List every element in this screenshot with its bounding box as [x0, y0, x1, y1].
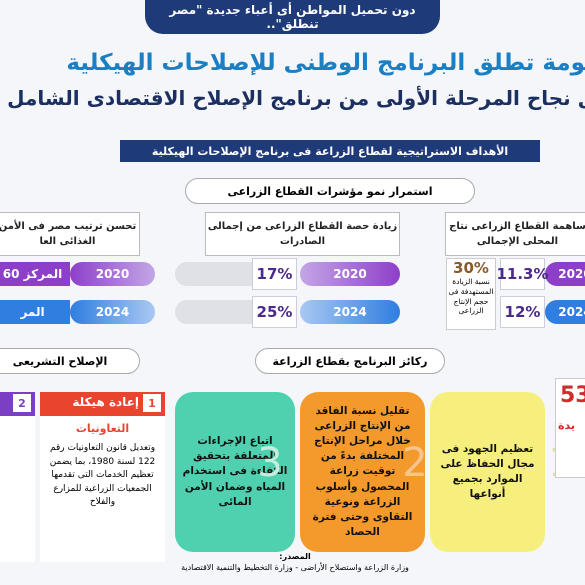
- side-label: يدة: [558, 419, 575, 432]
- year: 2020: [70, 262, 155, 286]
- card-text: وتعديل قانون التعاونيات رقم 122 لسنة 198…: [49, 443, 156, 507]
- year: 2020: [545, 262, 585, 286]
- pillar-number: 2: [402, 440, 428, 486]
- target-box: 30% نسبة الزيادة المستهدفة فى حجم الإنتا…: [446, 258, 496, 330]
- card: 2: [0, 392, 35, 562]
- column-heading: ساهمة القطاع الزراعى نتاج المحلى الإجمال…: [445, 212, 585, 256]
- source-text: وزارة الزراعة واستصلاح الأراضى - وزارة ا…: [181, 562, 409, 572]
- target-label: نسبة الزيادة المستهدفة فى حجم الإنتاج ال…: [448, 277, 494, 316]
- year: 2024: [545, 300, 585, 324]
- banner: دون تحميل المواطن أى أعباء جديدة "مصر تن…: [145, 0, 440, 34]
- column-heading: زيادة حصة القطاع الزراعى من إجمالى الصاد…: [205, 212, 400, 256]
- goals-title: الأهداف الاستراتيجية لقطاع الزراعة فى بر…: [120, 140, 540, 162]
- pillar: تقليل نسبة الفاقد من الإنتاج الزراعى خلا…: [300, 392, 425, 552]
- card: 1 إعادة هيكلة التعاونيات وتعديل قانون ال…: [40, 392, 165, 562]
- pillar: اتباع الإجراءات المتعلقة بتحقيق الكفاءة …: [175, 392, 295, 552]
- value: المر: [0, 300, 70, 324]
- pillar-text: تعظيم الجهود فى مجال الحفاظ على الموارد …: [440, 442, 535, 501]
- title: حكومة تطلق البرنامج الوطنى للإصلاحات اله…: [66, 50, 585, 76]
- value: 17%: [252, 258, 297, 290]
- card-subheading: التعاونيات: [75, 422, 130, 435]
- card-heading: إعادة هيكلة: [72, 395, 139, 409]
- year: 2024: [300, 300, 400, 324]
- side-value: 53: [560, 383, 585, 408]
- subtitle: ل نجاح المرحلة الأولى من برنامج الإصلاح …: [7, 86, 585, 110]
- year: 2020: [300, 262, 400, 286]
- legislative-title: الإصلاح التشريعى: [0, 348, 140, 374]
- target-value: 30%: [453, 259, 489, 277]
- source-label: المصدر:: [279, 552, 311, 561]
- value: 12%: [500, 296, 545, 328]
- pillar: تعظيم الجهود فى مجال الحفاظ على الموارد …: [430, 392, 545, 552]
- pillar-text: اتباع الإجراءات المتعلقة بتحقيق الكفاءة …: [182, 434, 288, 508]
- goals-subtitle: استمرار نمو مؤشرات القطاع الزراعى: [185, 178, 475, 204]
- year: 2024: [70, 300, 155, 324]
- pillar-number: 3: [257, 440, 283, 486]
- value: 11.3%: [496, 258, 549, 290]
- source: المصدر: وزارة الزراعة واستصلاح الأراضى -…: [180, 552, 410, 574]
- side-box: 53 يدة: [555, 378, 585, 478]
- pillars-title: ركائز البرنامج بقطاع الزراعة: [255, 348, 445, 374]
- card-number: 1: [143, 394, 161, 412]
- card-number: 2: [13, 394, 31, 412]
- pillar-text: تقليل نسبة الفاقد من الإنتاج الزراعى خلا…: [312, 404, 413, 539]
- value: 25%: [252, 296, 297, 328]
- column-heading: تحسن ترتيب مصر فى الأمن الغذائى العا: [0, 212, 140, 256]
- value: المركز 60: [0, 262, 70, 286]
